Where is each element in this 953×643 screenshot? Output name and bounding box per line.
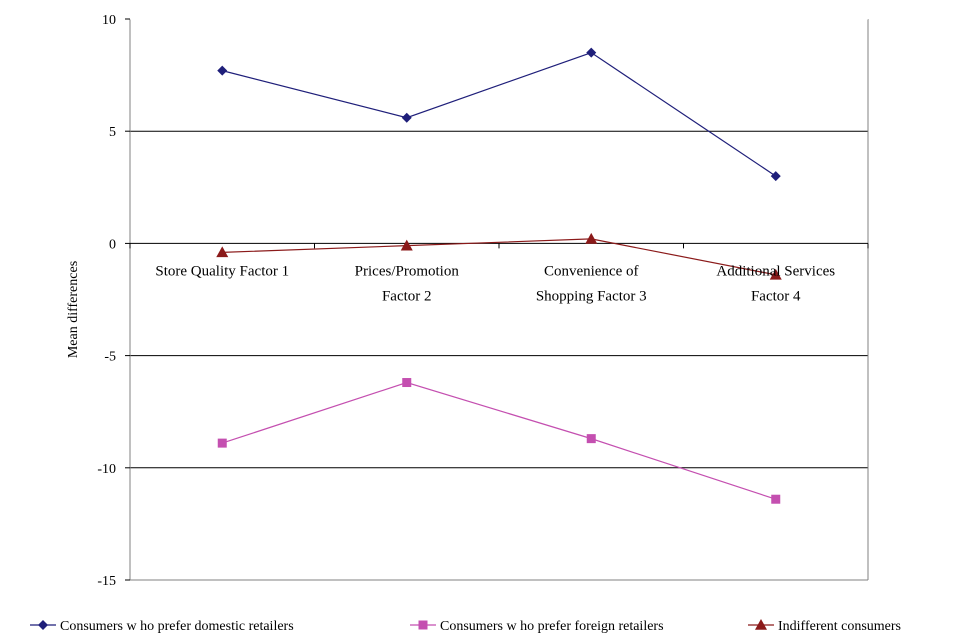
- x-tick-label-line2: Factor 4: [751, 288, 801, 304]
- data-point-series-3: [769, 268, 782, 280]
- series-line-1: [222, 51, 777, 177]
- legend-marker-1: [38, 620, 48, 630]
- series-line-2: [222, 381, 776, 500]
- data-point-series-3: [585, 232, 598, 244]
- data-point-series-3: [216, 246, 229, 258]
- x-tick-label: Store Quality Factor 1: [155, 263, 289, 279]
- legend-marker-2: [418, 620, 428, 630]
- x-tick-label: Convenience of: [544, 263, 639, 279]
- axis-layer: 10 5 0 -5 -10 -15: [97, 13, 869, 589]
- label-layer: Mean differences Store Quality Factor 1 Pr…: [66, 261, 835, 358]
- data-point-series-1: [217, 65, 228, 76]
- grid-layer: [130, 130, 868, 469]
- y-tick-label: 5: [109, 125, 116, 140]
- y-tick-label: -15: [97, 574, 116, 589]
- series-layer: [216, 47, 782, 504]
- x-tick-label: Additional Services: [716, 263, 835, 279]
- data-point-series-1: [770, 171, 781, 182]
- x-tick-label: Prices/Promotion: [355, 263, 460, 279]
- series-line-3: [222, 238, 776, 276]
- data-point-series-3: [400, 239, 413, 251]
- x-tick-label-line2: Shopping Factor 3: [536, 288, 647, 304]
- data-point-series-2: [217, 438, 227, 448]
- data-point-series-2: [402, 378, 412, 388]
- data-point-series-1: [401, 112, 412, 123]
- legend-label-2: Consumers w ho prefer foreign retailers: [440, 619, 664, 634]
- y-tick-label: 10: [102, 13, 116, 28]
- legend: Consumers w ho prefer domestic retailers…: [30, 619, 901, 634]
- y-tick-label: 0: [109, 237, 116, 252]
- x-tick-label-line2: Factor 2: [382, 288, 432, 304]
- legend-marker-3: [755, 619, 767, 630]
- data-point-series-1: [586, 47, 597, 58]
- data-point-series-2: [586, 434, 596, 444]
- legend-label-3: Indifferent consumers: [778, 619, 901, 634]
- y-axis-label: Mean differences: [66, 261, 81, 358]
- data-point-series-2: [771, 494, 781, 504]
- y-tick-label: -10: [97, 462, 116, 477]
- legend-label-1: Consumers w ho prefer domestic retailers: [60, 619, 294, 634]
- y-tick-label: -5: [104, 350, 116, 365]
